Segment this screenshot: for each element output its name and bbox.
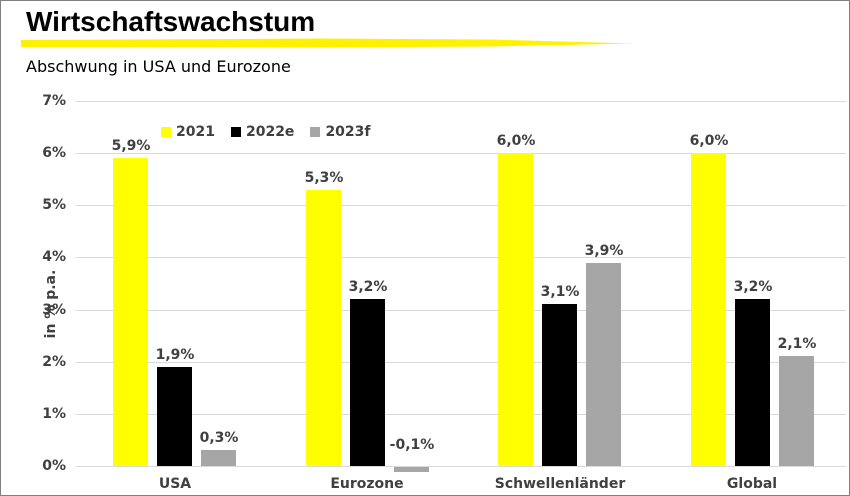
bar-usa-2022e [157,367,192,466]
legend-swatch-2022e [230,127,241,137]
gridline [76,153,846,154]
chart-legend: 2021 2022e 2023f [161,124,371,140]
bar-value-label: 2,1% [777,336,817,352]
bar-global-2023f [779,356,814,466]
chart-subtitle: Abschwung in USA und Eurozone [26,57,291,76]
bar-schwellenländer-2022e [542,304,577,466]
bar-value-label: 3,9% [584,243,624,259]
y-tick-label: 7% [42,93,66,109]
legend-item-2021: 2021 [161,124,215,140]
bar-value-label: 5,9% [111,138,151,154]
bar-value-label: 0,3% [199,430,239,446]
bar-value-label: 3,2% [348,279,388,295]
yellow-highlight-shape [21,38,633,48]
y-tick-label: 3% [42,302,66,318]
gridline [76,466,846,467]
yellow-highlight-underline [21,38,633,48]
bar-value-label: -0,1% [389,437,435,453]
bar-value-label: 3,1% [540,284,580,300]
bar-value-label: 5,3% [304,170,344,186]
bar-eurozone-2023f [394,467,429,472]
gridline [76,362,846,363]
chart-title: Wirtschaftswachstum [26,6,316,37]
y-tick-label: 1% [42,406,66,422]
legend-item-2022e: 2022e [230,124,295,140]
bar-schwellenländer-2023f [586,263,621,466]
y-tick-label: 0% [42,458,66,474]
gridline [76,414,846,415]
x-category-label-usa: USA [158,476,192,492]
x-category-label-global: Global [726,476,778,492]
legend-item-2023f: 2023f [310,124,371,140]
gridline [76,257,846,258]
x-category-label-eurozone: Eurozone [330,476,404,492]
legend-label-2021: 2021 [176,124,215,140]
bar-usa-2023f [201,450,236,466]
bar-value-label: 3,2% [733,279,773,295]
bar-value-label: 6,0% [689,133,729,149]
bar-eurozone-2022e [350,299,385,466]
legend-swatch-2023f [310,127,321,137]
gridline [76,205,846,206]
bar-value-label: 6,0% [496,133,536,149]
gridline [76,310,846,311]
bar-value-label: 1,9% [155,347,195,363]
gridline [76,101,846,102]
bar-usa-2021 [113,158,148,466]
legend-label-2023f: 2023f [325,124,371,140]
legend-swatch-2021 [161,127,171,137]
bar-global-2022e [735,299,770,466]
legend-label-2022e: 2022e [245,124,295,140]
bar-eurozone-2021 [306,190,341,466]
y-tick-label: 4% [42,249,66,265]
bar-global-2021 [691,153,726,466]
x-category-label-schwellenländer: Schwellenländer [494,476,626,492]
bar-schwellenländer-2021 [498,153,533,466]
y-tick-label: 2% [42,354,66,370]
y-tick-label: 6% [42,145,66,161]
y-tick-label: 5% [42,197,66,213]
